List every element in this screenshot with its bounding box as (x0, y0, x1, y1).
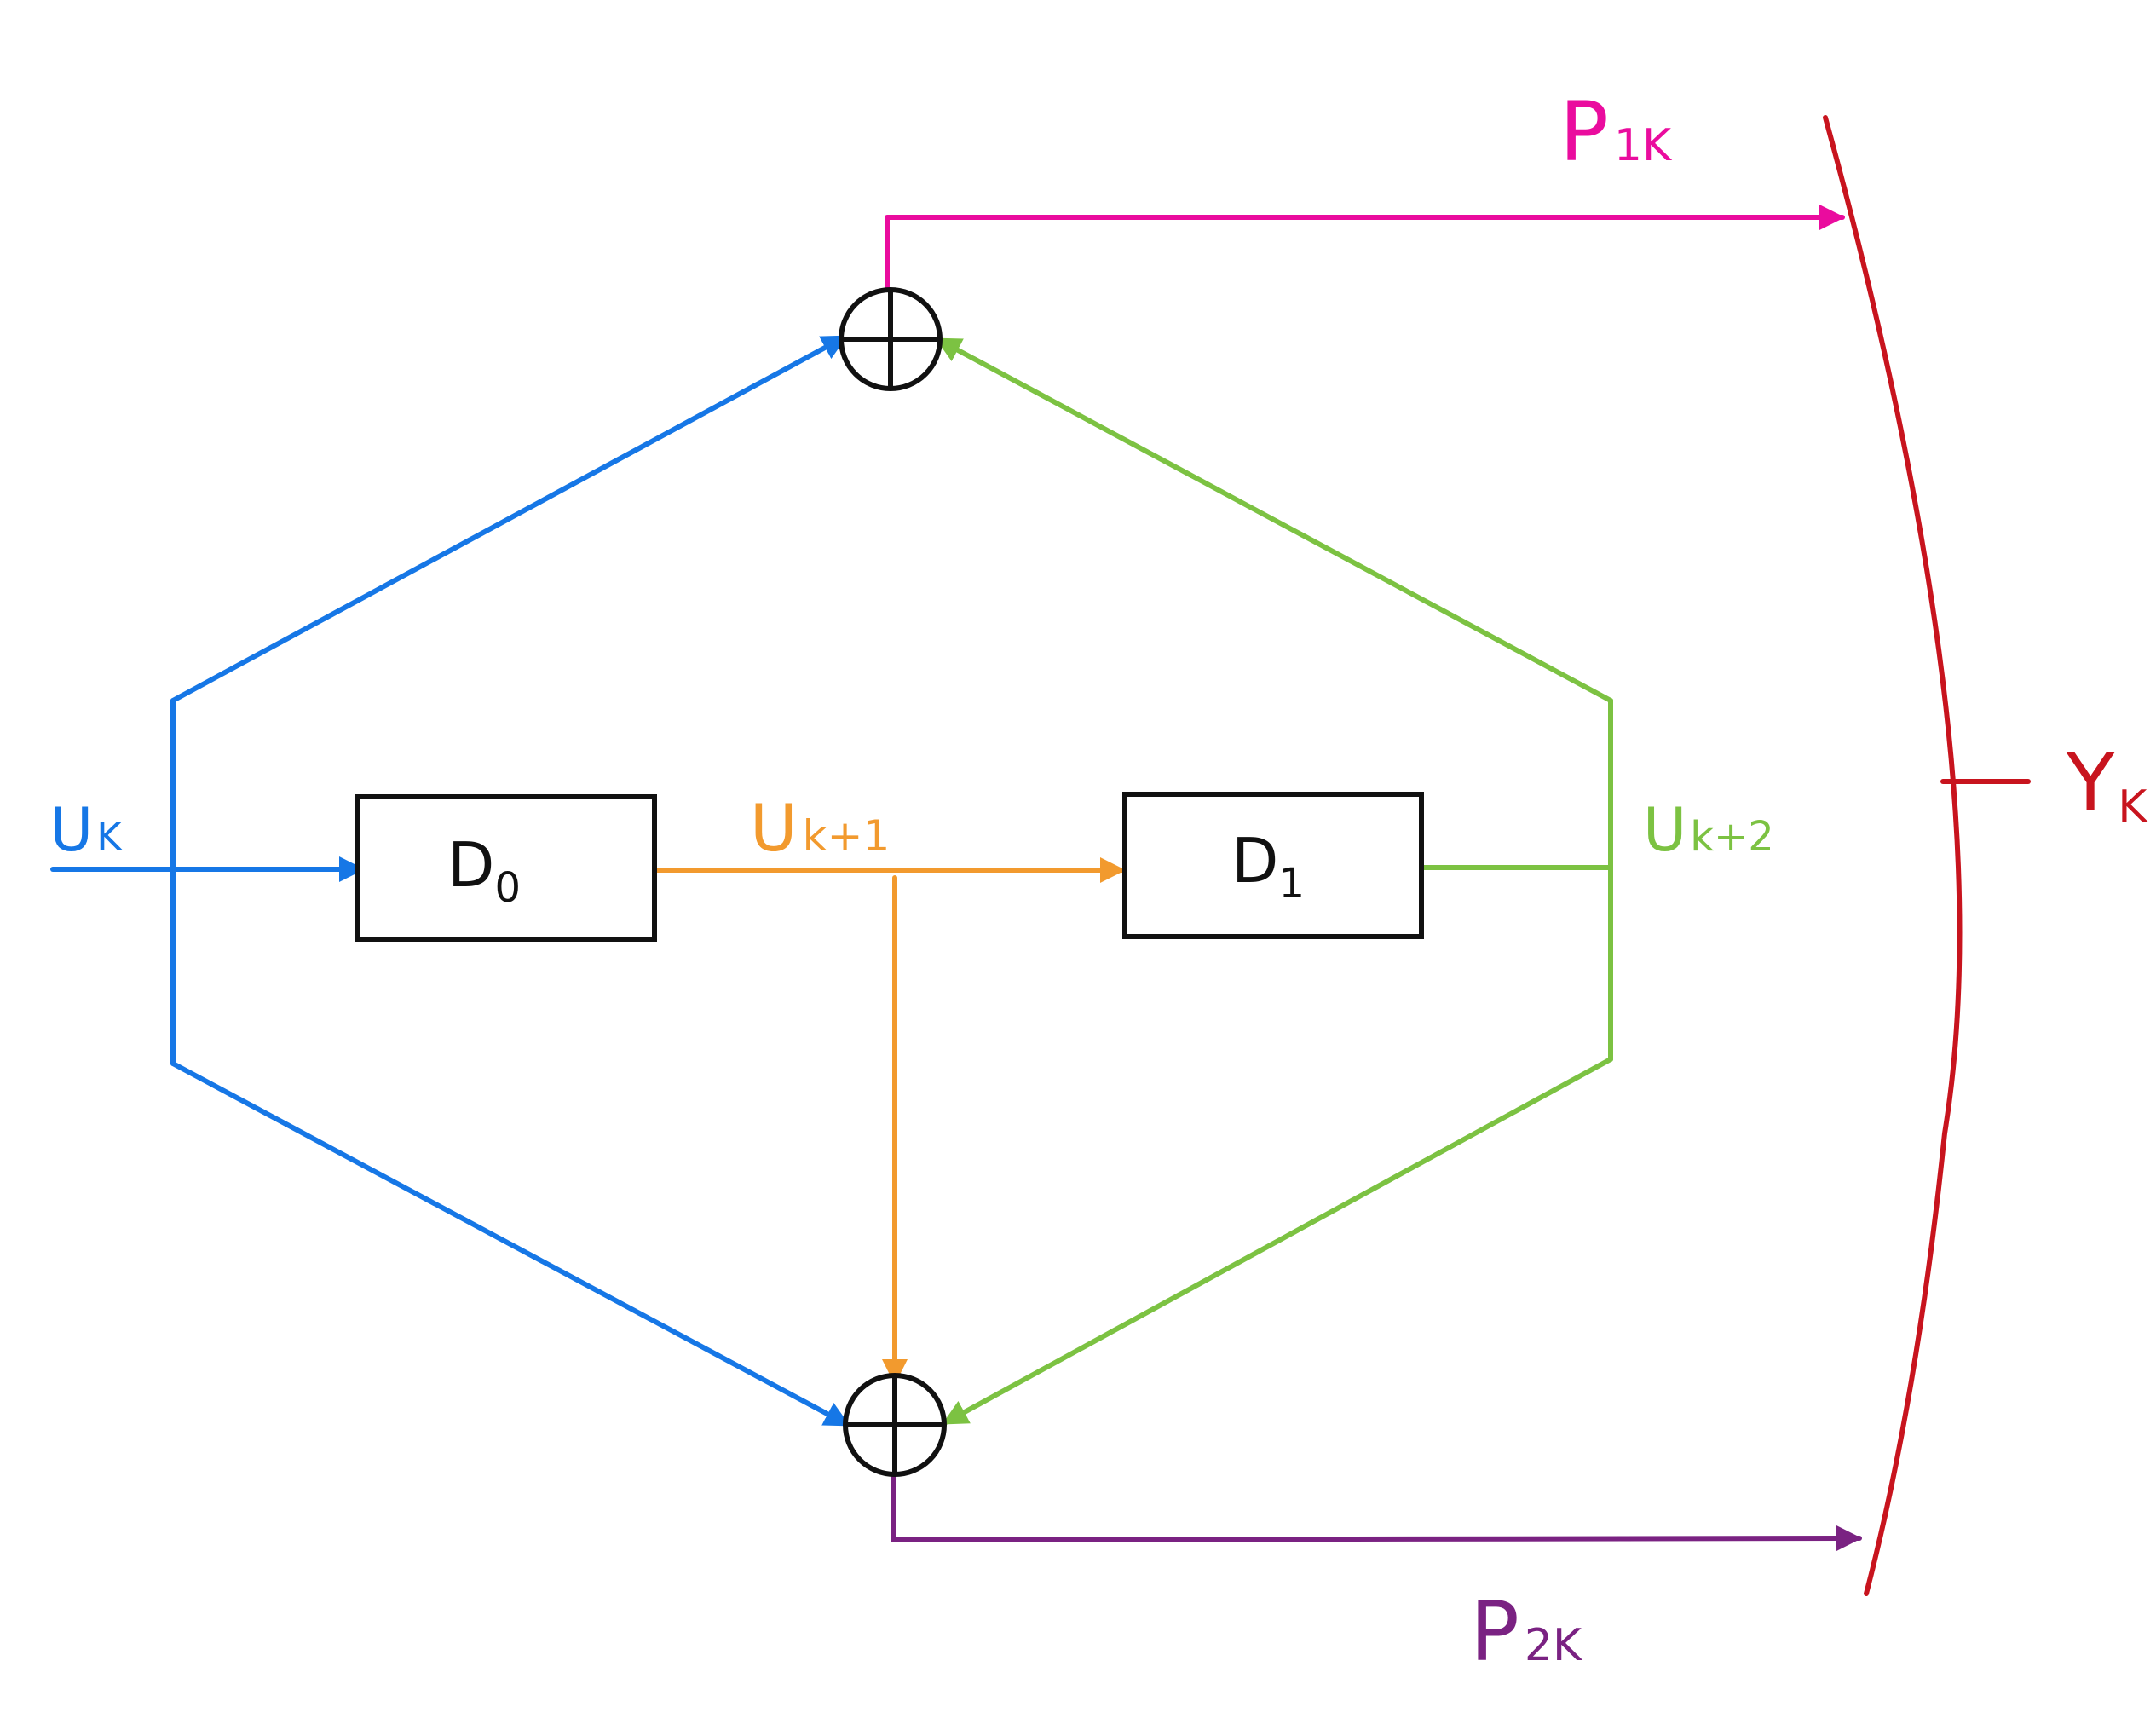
label-parity2-sub: 2K (1525, 1620, 1583, 1671)
delay-block-d1-box (1122, 792, 1424, 939)
label-input-base: U (49, 795, 93, 865)
label-input: UK (49, 795, 124, 865)
label-output-sub: K (2118, 781, 2148, 833)
label-output-base: Y (2066, 737, 2115, 828)
label-parity1-base: P (1559, 84, 1609, 180)
label-output: YK (2066, 737, 2148, 833)
label-parity2-base: P (1470, 1584, 1519, 1680)
delay-block-d0: D0 (355, 794, 657, 942)
parity2-wires (891, 1472, 1862, 1552)
label-state2-sub: k+2 (1690, 813, 1774, 861)
state2-wires (935, 337, 1613, 1426)
parity1-wire (885, 205, 1845, 292)
delay-block-d0-base: D (447, 829, 494, 901)
adder-top-xor-icon (839, 287, 943, 391)
input-wire-to-bottom-adder (170, 1061, 850, 1427)
input-wire-to-top-adder (170, 334, 848, 703)
adder-bottom-xor-icon (843, 1373, 947, 1477)
delay-block-d0-sub: 0 (494, 864, 521, 912)
output-bracket-curve (1823, 115, 1963, 1596)
delay-block-d0-box (355, 794, 657, 942)
label-parity1-sub: 1K (1614, 120, 1673, 171)
input-wires (50, 334, 850, 1427)
label-state1-base: U (750, 790, 798, 866)
label-state1-sub: k+1 (803, 811, 891, 861)
svg-text:D1: D1 (1231, 825, 1305, 908)
parity1-wires (885, 205, 1845, 292)
label-input-sub: K (96, 814, 124, 860)
state1-wires (652, 857, 1126, 1385)
label-state2: Uk+2 (1643, 795, 1774, 865)
parity2-wire (891, 1472, 1862, 1552)
svg-text:D0: D0 (447, 829, 521, 912)
state2-wire-to-bottom-adder (942, 1057, 1613, 1426)
state2-wire-to-top-adder (935, 337, 1613, 703)
label-state2-base: U (1643, 795, 1686, 865)
label-parity1: P 1K (1559, 84, 1673, 180)
output-bracket (1823, 115, 2031, 1596)
delay-block-d1-sub: 1 (1278, 860, 1305, 908)
delay-block-d1: D1 (1122, 792, 1424, 939)
delay-block-d1-base: D (1231, 825, 1278, 897)
label-parity2: P 2K (1470, 1584, 1583, 1680)
